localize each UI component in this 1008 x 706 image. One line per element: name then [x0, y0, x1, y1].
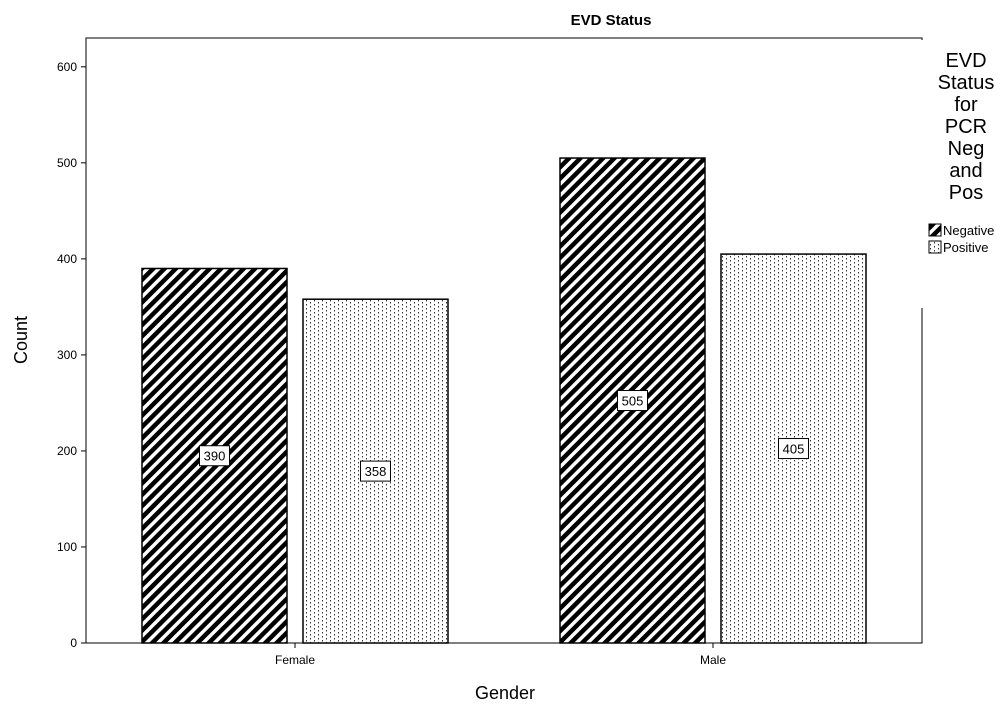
legend-title-line: for [954, 94, 978, 116]
x-tick-label: Female [275, 653, 315, 667]
legend-title-line: Neg [948, 138, 985, 160]
legend-backdrop [921, 40, 925, 308]
data-label: 358 [365, 464, 387, 479]
legend-swatch-positive [928, 240, 942, 254]
data-label: 505 [622, 394, 644, 409]
y-tick-label: 600 [57, 60, 77, 74]
legend-label-positive: Positive [943, 240, 989, 255]
y-axis: 0 100 200 300 400 500 600 [57, 60, 86, 650]
data-labels-layer: 390 358 505 405 [199, 390, 809, 482]
data-label-box [617, 390, 648, 412]
legend-swatch-negative [928, 223, 942, 237]
y-tick-label: 300 [57, 348, 77, 362]
data-label: 390 [204, 449, 226, 464]
y-axis-label: Count [11, 316, 31, 364]
data-label-box [360, 460, 391, 482]
y-tick-label: 0 [70, 636, 77, 650]
data-label-box [778, 438, 809, 460]
legend-title-line: PCR [945, 116, 987, 138]
legend-label-negative: Negative [943, 223, 994, 238]
chart-title: EVD Status [571, 12, 652, 29]
y-tick-label: 500 [57, 156, 77, 170]
x-axis-label: Gender [475, 683, 535, 703]
x-tick-label: Male [700, 653, 726, 667]
y-tick-label: 200 [57, 444, 77, 458]
legend-title-line: Status [938, 72, 995, 94]
x-axis: Female Male [275, 643, 726, 667]
legend-title-line: and [949, 160, 982, 182]
legend-title-line: Pos [949, 182, 983, 204]
legend-title-line: EVD [945, 50, 986, 72]
y-tick-label: 100 [57, 540, 77, 554]
data-label: 405 [783, 442, 805, 457]
y-tick-label: 400 [57, 252, 77, 266]
data-label-box [199, 445, 230, 467]
